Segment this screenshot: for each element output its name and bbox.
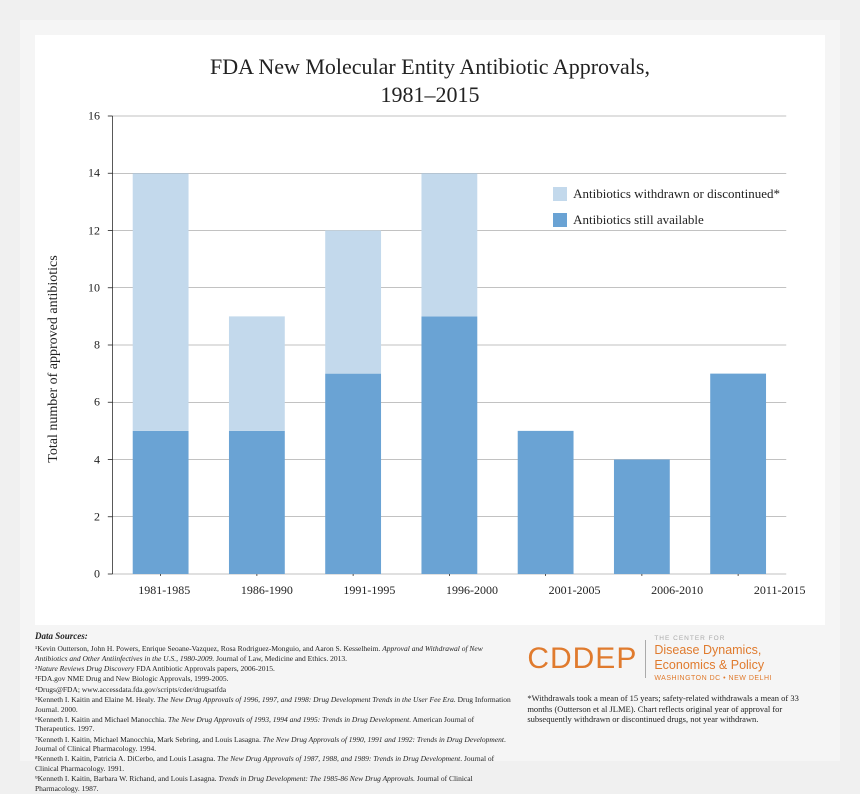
y-tick-label: 12: [80, 223, 100, 238]
bar-segment: [133, 431, 189, 574]
x-tick-label: 1991-1995: [343, 583, 395, 598]
source-line: ⁷Kenneth I. Kaitin, Michael Manocchia, M…: [35, 735, 511, 754]
source-line: ⁸Kenneth I. Kaitin, Patricia A. DiCerbo,…: [35, 754, 511, 773]
legend-label: Antibiotics still available: [573, 212, 704, 228]
x-tick-label: 2006-2010: [651, 583, 703, 598]
right-column: CDDEP THE CENTER FOR Disease Dynamics,Ec…: [521, 631, 825, 794]
legend-row: Antibiotics still available: [553, 212, 780, 228]
y-axis-label: Total number of approved antibiotics: [46, 255, 62, 462]
below-chart-row: Data Sources: ¹Kevin Outterson, John H. …: [35, 631, 825, 794]
y-tick-label: 10: [80, 280, 100, 295]
bar-segment: [133, 173, 189, 431]
bar-segment: [325, 374, 381, 574]
page: FDA New Molecular Entity Antibiotic Appr…: [20, 20, 840, 761]
legend: Antibiotics withdrawn or discontinued* An…: [553, 186, 780, 238]
data-sources: Data Sources: ¹Kevin Outterson, John H. …: [35, 631, 521, 794]
source-line: ¹Kevin Outterson, John H. Powers, Enriqu…: [35, 644, 511, 663]
logo-main-line: Disease Dynamics,Economics & Policy: [654, 643, 772, 673]
y-tick-label: 8: [80, 338, 100, 353]
bar-segment: [325, 231, 381, 374]
bar-segment: [421, 173, 477, 316]
footnote: *Withdrawals took a mean of 15 years; sa…: [527, 693, 825, 725]
logo-loc-line: WASHINGTON DC • NEW DELHI: [654, 675, 772, 683]
legend-row: Antibiotics withdrawn or discontinued*: [553, 186, 780, 202]
logo-divider: [645, 640, 646, 678]
bar-segment: [229, 431, 285, 574]
bar-segment: [421, 316, 477, 574]
chart-title: FDA New Molecular Entity Antibiotic Appr…: [60, 53, 800, 108]
chart-card: FDA New Molecular Entity Antibiotic Appr…: [35, 35, 825, 625]
x-tick-label: 1986-1990: [241, 583, 293, 598]
y-tick-label: 16: [80, 109, 100, 124]
bar-segment: [229, 316, 285, 431]
y-tick-label: 0: [80, 567, 100, 582]
x-tick-label: 2001-2005: [549, 583, 601, 598]
source-line: ²Nature Reviews Drug Discovery FDA Antib…: [35, 664, 511, 673]
source-line: ⁶Kenneth I. Kaitin and Michael Manocchia…: [35, 715, 511, 734]
y-tick-label: 2: [80, 509, 100, 524]
source-line: ⁴Drugs@FDA; www.accessdata.fda.gov/scrip…: [35, 685, 511, 694]
x-tick-label: 1996-2000: [446, 583, 498, 598]
plot-area: Total number of approved antibiotics 024…: [60, 114, 800, 604]
source-line: ⁹Kenneth I. Kaitin, Barbara W. Richand, …: [35, 774, 511, 793]
source-line: ³FDA.gov NME Drug and New Biologic Appro…: [35, 674, 511, 683]
y-tick-label: 4: [80, 452, 100, 467]
x-tick-label: 2011-2015: [754, 583, 806, 598]
logo-text: THE CENTER FOR Disease Dynamics,Economic…: [654, 635, 772, 683]
legend-swatch: [553, 187, 567, 201]
y-tick-label: 14: [80, 166, 100, 181]
source-line: ⁵Kenneth I. Kaitin and Elaine M. Healy. …: [35, 695, 511, 714]
bar-segment: [614, 460, 670, 575]
legend-swatch: [553, 213, 567, 227]
chart-svg: [105, 114, 790, 576]
sources-title: Data Sources:: [35, 631, 511, 642]
logo-org-line: THE CENTER FOR: [654, 635, 772, 643]
bar-segment: [518, 431, 574, 574]
x-tick-label: 1981-1985: [138, 583, 190, 598]
legend-label: Antibiotics withdrawn or discontinued*: [573, 186, 780, 202]
bar-segment: [710, 374, 766, 574]
logo-mark: CDDEP: [527, 642, 637, 676]
y-tick-label: 6: [80, 395, 100, 410]
cddep-logo: CDDEP THE CENTER FOR Disease Dynamics,Ec…: [527, 635, 772, 683]
